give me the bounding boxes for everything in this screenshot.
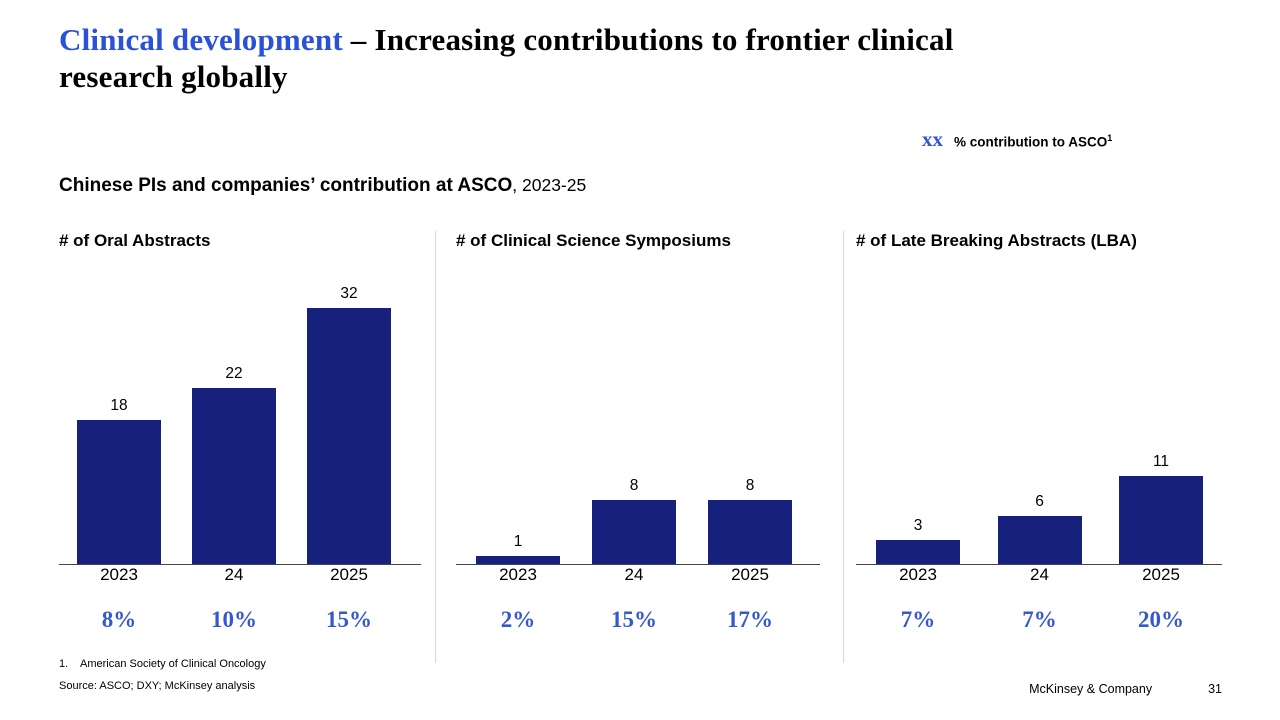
- chart-group-subtitle: Chinese PIs and companies’ contribution …: [59, 175, 586, 197]
- slide-title-line1: Clinical development – Increasing contri…: [59, 21, 1224, 58]
- chart-title: # of Clinical Science Symposiums: [456, 231, 731, 250]
- bar: [1119, 476, 1203, 564]
- charts-area: # of Oral Abstracts 18 22 32 2023 24 202…: [59, 231, 1230, 663]
- x-axis-tick: 2023: [100, 565, 138, 584]
- source-line: Source: ASCO; DXY; McKinsey analysis: [59, 680, 256, 692]
- chart-title: # of Oral Abstracts: [59, 231, 211, 250]
- slide-footer: McKinsey & Company 31: [1029, 682, 1222, 696]
- bar-value-label: 3: [913, 517, 923, 534]
- footer-page-number: 31: [1208, 682, 1222, 696]
- bar-group: 22: [192, 365, 276, 564]
- legend-label: % contribution to ASCO1: [954, 132, 1113, 150]
- x-axis-tick: 2025: [330, 565, 368, 584]
- bars-plot-area: 1 8 8: [456, 259, 820, 565]
- bar-value-label: 11: [1152, 453, 1170, 470]
- percent-label: 8%: [101, 607, 137, 632]
- x-axis-tick: 24: [624, 565, 644, 584]
- x-axis-tick: 24: [1030, 565, 1049, 584]
- legend: xx % contribution to ASCO1: [922, 129, 1112, 150]
- bar-value-label: 18: [110, 397, 128, 414]
- slide-title-line2: research globally: [59, 59, 288, 94]
- bar-group: 6: [997, 493, 1082, 564]
- percent-label: 15%: [326, 607, 372, 632]
- percent-label: 17%: [727, 607, 773, 632]
- chart-title: # of Late Breaking Abstracts (LBA): [856, 231, 1137, 250]
- bar-group: 11: [1119, 453, 1203, 564]
- slide-title-rest: – Increasing contributions to frontier c…: [342, 22, 954, 57]
- chart-panel-clinical-science-symposiums: # of Clinical Science Symposiums 1 8 8 2…: [435, 231, 843, 663]
- x-axis-labels: 2023 24 2025: [856, 565, 1222, 585]
- x-axis-tick: 2025: [1142, 565, 1180, 584]
- bars-plot-area: 18 22 32: [59, 259, 421, 565]
- legend-xx-marker: xx: [922, 127, 943, 151]
- percent-label: 20%: [1138, 607, 1184, 632]
- bar-group: 18: [77, 397, 161, 564]
- bar-group: 32: [307, 285, 391, 564]
- percent-labels-row: 8% 10% 15%: [59, 607, 421, 633]
- bar-group: 3: [876, 517, 960, 564]
- x-axis-labels: 2023 24 2025: [59, 565, 421, 585]
- bar: [876, 540, 960, 564]
- x-axis-tick: 2023: [499, 565, 537, 584]
- chart-panel-oral-abstracts: # of Oral Abstracts 18 22 32 2023 24 202…: [59, 231, 435, 663]
- bar: [997, 516, 1082, 564]
- legend-footnote-ref: 1: [1107, 132, 1113, 143]
- x-axis-tick: 2025: [731, 565, 769, 584]
- bar: [476, 556, 560, 564]
- slide-title: Clinical development – Increasing contri…: [59, 21, 1224, 95]
- percent-label: 10%: [211, 607, 257, 632]
- bar: [592, 500, 676, 564]
- slide-title-highlight: Clinical development: [59, 22, 343, 57]
- footer-company: McKinsey & Company: [1029, 682, 1153, 696]
- bar-group: 1: [476, 533, 560, 564]
- subtitle-bold: Chinese PIs and companies’ contribution …: [59, 175, 513, 196]
- bar-group: 8: [708, 477, 792, 564]
- bar: [307, 308, 391, 564]
- footnote-number: 1.: [59, 658, 69, 670]
- chart-panel-late-breaking-abstracts: # of Late Breaking Abstracts (LBA) 3 6 1…: [843, 231, 1230, 663]
- subtitle-regular: , 2023-25: [512, 175, 587, 195]
- bar: [192, 388, 276, 564]
- x-axis-labels: 2023 24 2025: [456, 565, 820, 585]
- bars-plot-area: 3 6 11: [856, 259, 1222, 565]
- bar-value-label: 32: [340, 285, 358, 302]
- bar: [708, 500, 792, 564]
- bar-value-label: 6: [1035, 493, 1044, 510]
- percent-labels-row: 2% 15% 17%: [456, 607, 820, 633]
- percent-label: 15%: [611, 607, 657, 632]
- bar-value-label: 1: [513, 533, 523, 550]
- bar-value-label: 22: [225, 365, 243, 382]
- x-axis-tick: 2023: [899, 565, 937, 584]
- percent-labels-row: 7% 7% 20%: [856, 607, 1222, 633]
- bar-value-label: 8: [745, 477, 755, 494]
- bar: [77, 420, 161, 564]
- footnote-1: 1. American Society of Clinical Oncology: [59, 658, 266, 670]
- x-axis-tick: 24: [224, 565, 244, 584]
- percent-label: 2%: [500, 607, 536, 632]
- footnote-text: American Society of Clinical Oncology: [80, 658, 266, 670]
- bar-group: 8: [592, 477, 676, 564]
- percent-label: 7%: [900, 607, 936, 632]
- bar-value-label: 8: [629, 477, 639, 494]
- percent-label: 7%: [1022, 607, 1057, 632]
